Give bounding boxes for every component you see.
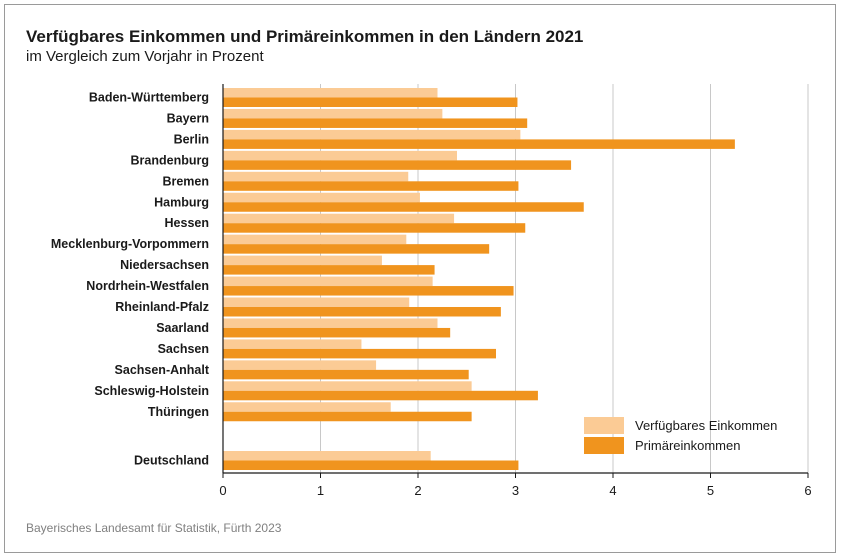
bar-primaer-2 (223, 139, 735, 149)
bar-primaer-16 (223, 460, 519, 470)
x-tick-label-4: 4 (609, 483, 616, 498)
bar-primaer-0 (223, 97, 518, 107)
category-label-13: Sachsen-Anhalt (115, 363, 210, 377)
bar-verfuegbar-16 (223, 451, 431, 461)
x-tick-label-5: 5 (707, 483, 714, 498)
legend-label-1: Primäreinkommen (635, 438, 740, 453)
category-label-8: Niedersachsen (120, 258, 209, 272)
x-tick-label-3: 3 (512, 483, 519, 498)
bar-verfuegbar-1 (223, 108, 443, 119)
category-label-3: Brandenburg (131, 153, 209, 167)
legend-swatch-0 (584, 417, 624, 434)
category-label-12: Sachsen (158, 342, 209, 356)
bar-primaer-4 (223, 181, 519, 191)
category-label-2: Berlin (174, 132, 209, 146)
category-label-11: Saarland (156, 321, 209, 335)
bar-primaer-9 (223, 286, 514, 296)
category-label-16: Deutschland (134, 454, 209, 468)
bar-verfuegbar-2 (223, 129, 521, 140)
category-label-9: Nordrhein-Westfalen (86, 279, 209, 293)
chart-title: Verfügbares Einkommen und Primäreinkomme… (26, 27, 584, 46)
bar-verfuegbar-0 (223, 88, 438, 98)
x-tick-label-6: 6 (804, 483, 811, 498)
category-label-1: Bayern (167, 111, 209, 125)
bar-primaer-13 (223, 369, 469, 380)
category-label-5: Hamburg (154, 195, 209, 209)
bar-primaer-12 (223, 348, 496, 359)
chart-subtitle: im Vergleich zum Vorjahr in Prozent (26, 48, 264, 65)
bar-verfuegbar-5 (223, 192, 420, 203)
x-tick-label-0: 0 (219, 483, 226, 498)
bar-verfuegbar-8 (223, 255, 382, 266)
bar-primaer-11 (223, 327, 451, 338)
bar-primaer-7 (223, 244, 490, 254)
category-label-10: Rheinland-Pfalz (115, 300, 209, 314)
bar-primaer-1 (223, 118, 528, 128)
x-tick-label-1: 1 (317, 483, 324, 498)
category-label-4: Bremen (162, 174, 209, 188)
legend-label-0: Verfügbares Einkommen (635, 418, 777, 433)
bar-verfuegbar-3 (223, 150, 457, 161)
category-label-0: Baden-Württemberg (89, 91, 209, 105)
x-tick-label-2: 2 (414, 483, 421, 498)
bar-verfuegbar-15 (223, 402, 391, 412)
bar-verfuegbar-14 (223, 381, 472, 391)
bar-primaer-10 (223, 307, 501, 317)
bar-primaer-8 (223, 265, 435, 275)
bar-primaer-3 (223, 160, 572, 170)
category-label-7: Mecklenburg-Vorpommern (51, 237, 209, 251)
bar-primaer-6 (223, 223, 526, 233)
category-label-15: Thüringen (148, 405, 209, 419)
bar-primaer-15 (223, 411, 472, 422)
bar-verfuegbar-11 (223, 318, 438, 328)
bar-primaer-14 (223, 390, 538, 401)
bar-verfuegbar-4 (223, 171, 409, 182)
category-label-14: Schleswig-Holstein (94, 384, 209, 398)
bar-verfuegbar-7 (223, 234, 407, 245)
legend-swatch-1 (584, 437, 624, 454)
bar-verfuegbar-6 (223, 213, 455, 224)
bar-verfuegbar-13 (223, 360, 377, 370)
bar-verfuegbar-12 (223, 339, 362, 349)
category-label-6: Hessen (165, 216, 209, 230)
bar-verfuegbar-9 (223, 276, 433, 287)
bar-primaer-5 (223, 202, 584, 212)
bar-verfuegbar-10 (223, 297, 410, 307)
source-note: Bayerisches Landesamt für Statistik, Für… (26, 521, 282, 535)
